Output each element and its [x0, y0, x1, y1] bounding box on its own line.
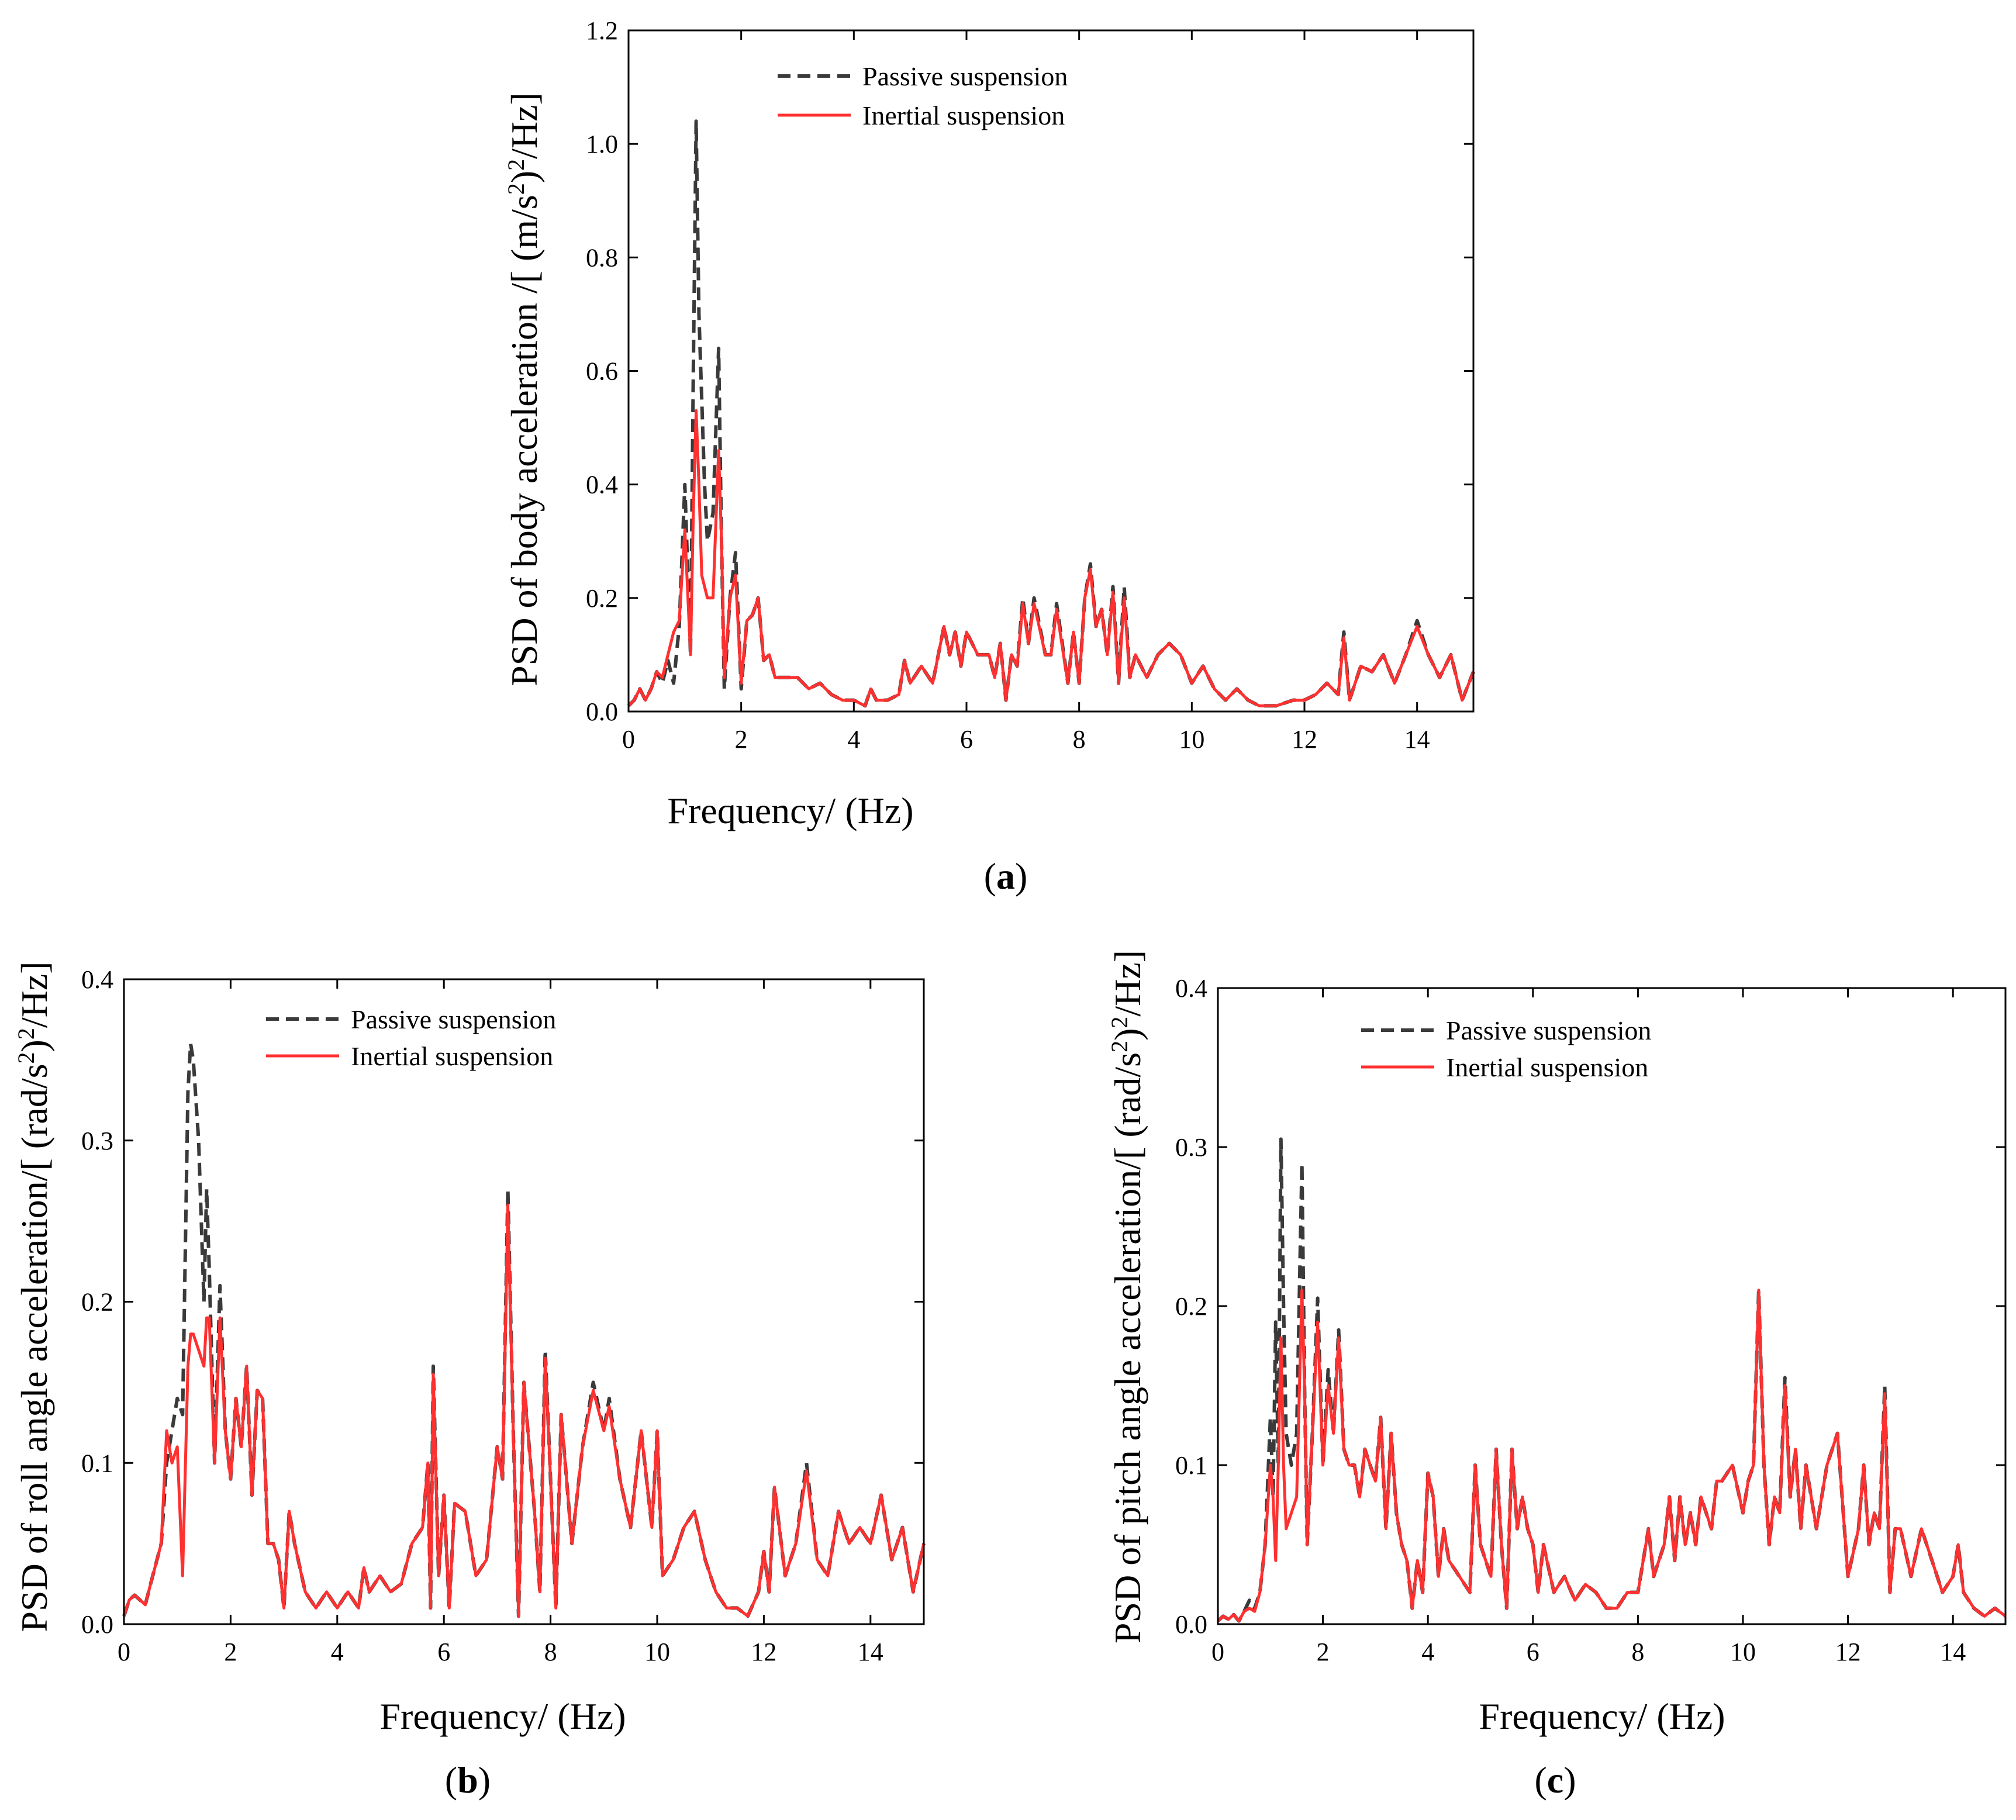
y-tick-label-a: 0.6	[586, 357, 618, 386]
y-tick-label-c: 0.1	[1175, 1451, 1207, 1480]
x-axis-title-a: Frequency/ (Hz)	[667, 790, 913, 831]
chart-panel-c: PSD of pitch angle acceleration/[ (rad/s…	[1106, 950, 2007, 1801]
y-tick-label-c: 0.4	[1175, 974, 1207, 1003]
x-tick-label-a: 0	[622, 725, 635, 754]
y-tick-label-b: 0.2	[81, 1288, 113, 1317]
y-axis-title-text-b: PSD of roll angle acceleration/[ (rad/s2…	[13, 961, 56, 1632]
y-tick-label-a: 1.0	[586, 130, 618, 158]
legend-label-passive-c: Passive suspension	[1446, 1016, 1651, 1045]
y-tick-label-a: 1.2	[586, 16, 618, 45]
y-axis-title-b: PSD of roll angle acceleration/[ (rad/s2…	[13, 961, 56, 1632]
series-line-inertial-a	[627, 409, 1475, 707]
x-axis-title-c: Frequency/ (Hz)	[1479, 1695, 1725, 1737]
y-tick-label-b: 0.0	[81, 1610, 113, 1639]
series-line-inertial-b	[122, 1203, 926, 1618]
x-tick-label-c: 14	[1940, 1638, 1966, 1666]
x-tick-label-c: 12	[1835, 1638, 1861, 1666]
x-tick-label-b: 2	[224, 1638, 237, 1666]
y-tick-label-c: 0.3	[1175, 1133, 1207, 1162]
x-tick-label-a: 10	[1179, 725, 1204, 754]
y-tick-label-a: 0.4	[586, 471, 618, 499]
x-tick-label-c: 4	[1421, 1638, 1434, 1666]
panel-tag-c: (c)	[1534, 1759, 1576, 1801]
x-tick-label-c: 0	[1211, 1638, 1224, 1666]
x-axis-title-b: Frequency/ (Hz)	[379, 1695, 626, 1737]
legend-label-passive-a: Passive suspension	[862, 61, 1068, 91]
x-tick-label-b: 10	[644, 1638, 670, 1666]
chart-panel-a: PSD of body acceleration /[ (m/s2)2/Hz] …	[503, 16, 1475, 897]
x-tick-label-b: 8	[544, 1638, 557, 1666]
legend-label-inertial-b: Inertial suspension	[351, 1041, 553, 1071]
x-tick-label-a: 6	[960, 725, 973, 754]
x-tick-label-c: 8	[1631, 1638, 1644, 1666]
legend-label-inertial-a: Inertial suspension	[862, 101, 1065, 130]
x-tick-label-a: 14	[1404, 725, 1430, 754]
x-tick-label-a: 8	[1073, 725, 1086, 754]
x-tick-label-c: 10	[1730, 1638, 1756, 1666]
x-tick-label-c: 2	[1317, 1638, 1330, 1666]
x-tick-label-a: 12	[1292, 725, 1317, 754]
y-axis-title-text-c: PSD of pitch angle acceleration/[ (rad/s…	[1106, 950, 1149, 1643]
y-tick-label-a: 0.8	[586, 243, 618, 272]
legend-label-passive-b: Passive suspension	[351, 1004, 556, 1034]
x-tick-label-b: 14	[858, 1638, 883, 1666]
x-tick-label-b: 4	[331, 1638, 344, 1666]
legend-label-inertial-c: Inertial suspension	[1446, 1052, 1648, 1082]
y-tick-label-c: 0.0	[1175, 1610, 1207, 1639]
panel-tag-a: (a)	[984, 855, 1028, 897]
x-tick-label-b: 6	[437, 1638, 450, 1666]
y-axis-title-text-a: PSD of body acceleration /[ (m/s2)2/Hz]	[503, 92, 546, 686]
y-axis-title-a: PSD of body acceleration /[ (m/s2)2/Hz]	[503, 92, 546, 686]
y-tick-label-a: 0.2	[586, 584, 618, 613]
y-tick-label-c: 0.2	[1175, 1292, 1207, 1321]
x-tick-label-c: 6	[1527, 1638, 1539, 1666]
y-axis-title-c: PSD of pitch angle acceleration/[ (rad/s…	[1106, 950, 1149, 1643]
y-tick-label-b: 0.1	[81, 1449, 113, 1477]
y-tick-label-b: 0.3	[81, 1127, 113, 1155]
x-tick-label-b: 12	[751, 1638, 776, 1666]
x-tick-label-a: 2	[735, 725, 748, 754]
x-tick-label-b: 0	[118, 1638, 130, 1666]
x-tick-label-a: 4	[847, 725, 860, 754]
series-line-inertial-c	[1217, 1289, 2007, 1623]
chart-panel-b: PSD of roll angle acceleration/[ (rad/s2…	[13, 961, 926, 1801]
y-tick-label-b: 0.4	[81, 965, 113, 994]
panel-tag-b: (b)	[445, 1759, 491, 1801]
y-tick-label-a: 0.0	[586, 697, 618, 726]
